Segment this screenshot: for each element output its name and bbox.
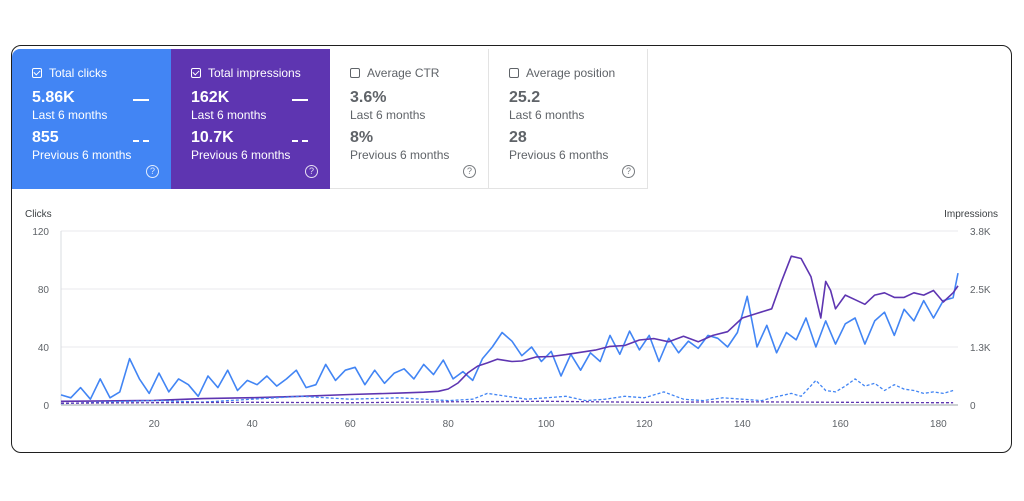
y2-tick-label: 2.5K bbox=[970, 285, 991, 296]
card-prev-period: Previous 6 months bbox=[509, 148, 609, 162]
card-prev-value: 8% bbox=[350, 129, 374, 146]
card-prev-value: 855 bbox=[32, 129, 59, 146]
help-icon[interactable]: ? bbox=[146, 165, 159, 178]
dashed-line-legend-icon bbox=[292, 140, 308, 142]
series-line-clicks_current bbox=[60, 272, 959, 400]
card-value: 3.6% bbox=[350, 89, 387, 106]
x-tick-label: 40 bbox=[247, 419, 259, 430]
y-tick-label: 80 bbox=[38, 285, 50, 296]
card-value: 5.86K bbox=[32, 89, 75, 106]
card-prev-value: 28 bbox=[509, 129, 527, 146]
card-period: Last 6 months bbox=[509, 108, 585, 122]
checkbox-icon[interactable] bbox=[191, 68, 201, 78]
series-line-impressions_current bbox=[60, 255, 959, 403]
performance-panel: Total clicks 5.86K Last 6 months 855 Pre… bbox=[11, 45, 1012, 453]
card-label: Total clicks bbox=[49, 66, 108, 80]
series-line-impressions_previous bbox=[60, 400, 954, 404]
series-line-clicks_previous bbox=[60, 378, 954, 405]
x-tick-label: 100 bbox=[538, 419, 555, 430]
card-label: Average CTR bbox=[367, 66, 440, 80]
card-average-ctr[interactable]: Average CTR 3.6% Last 6 months 8% Previo… bbox=[330, 49, 489, 189]
card-period: Last 6 months bbox=[350, 108, 426, 122]
performance-chart: 0 0 40 1.3K 80 2.5K 120 3.8K 20 40 60 80 100 120 140 16… bbox=[32, 227, 991, 430]
help-icon[interactable]: ? bbox=[463, 165, 476, 178]
x-tick-label: 180 bbox=[930, 419, 947, 430]
y-tick-label: 120 bbox=[32, 227, 49, 238]
checkbox-icon[interactable] bbox=[509, 68, 519, 78]
metric-cards: Total clicks 5.86K Last 6 months 855 Pre… bbox=[12, 49, 648, 189]
y2-tick-label: 0 bbox=[970, 401, 976, 412]
card-value: 25.2 bbox=[509, 89, 541, 106]
y-tick-label: 0 bbox=[43, 401, 49, 412]
x-tick-label: 20 bbox=[149, 419, 161, 430]
x-tick-label: 60 bbox=[345, 419, 357, 430]
checkbox-icon[interactable] bbox=[32, 68, 42, 78]
card-label: Total impressions bbox=[208, 66, 301, 80]
card-total-clicks[interactable]: Total clicks 5.86K Last 6 months 855 Pre… bbox=[12, 49, 171, 189]
card-prev-period: Previous 6 months bbox=[191, 148, 291, 162]
card-period: Last 6 months bbox=[32, 108, 108, 122]
help-icon[interactable]: ? bbox=[622, 165, 635, 178]
y-axis-title: Clicks bbox=[25, 209, 52, 220]
card-prev-period: Previous 6 months bbox=[350, 148, 450, 162]
help-icon[interactable]: ? bbox=[305, 165, 318, 178]
card-average-position[interactable]: Average position 25.2 Last 6 months 28 P… bbox=[489, 49, 648, 189]
x-tick-label: 140 bbox=[734, 419, 751, 430]
card-value: 162K bbox=[191, 89, 230, 106]
x-tick-label: 80 bbox=[443, 419, 455, 430]
checkbox-icon[interactable] bbox=[350, 68, 360, 78]
y2-tick-label: 1.3K bbox=[970, 343, 991, 354]
card-period: Last 6 months bbox=[191, 108, 267, 122]
y2-tick-label: 3.8K bbox=[970, 227, 991, 238]
card-prev-period: Previous 6 months bbox=[32, 148, 132, 162]
x-tick-label: 160 bbox=[832, 419, 849, 430]
dashed-line-legend-icon bbox=[133, 140, 149, 142]
card-label: Average position bbox=[526, 66, 616, 80]
solid-line-legend-icon bbox=[292, 99, 308, 101]
y2-axis-title: Impressions bbox=[944, 209, 998, 220]
solid-line-legend-icon bbox=[133, 99, 149, 101]
y-tick-label: 40 bbox=[38, 343, 50, 354]
card-prev-value: 10.7K bbox=[191, 129, 234, 146]
x-tick-label: 120 bbox=[636, 419, 653, 430]
card-total-impressions[interactable]: Total impressions 162K Last 6 months 10.… bbox=[171, 49, 330, 189]
